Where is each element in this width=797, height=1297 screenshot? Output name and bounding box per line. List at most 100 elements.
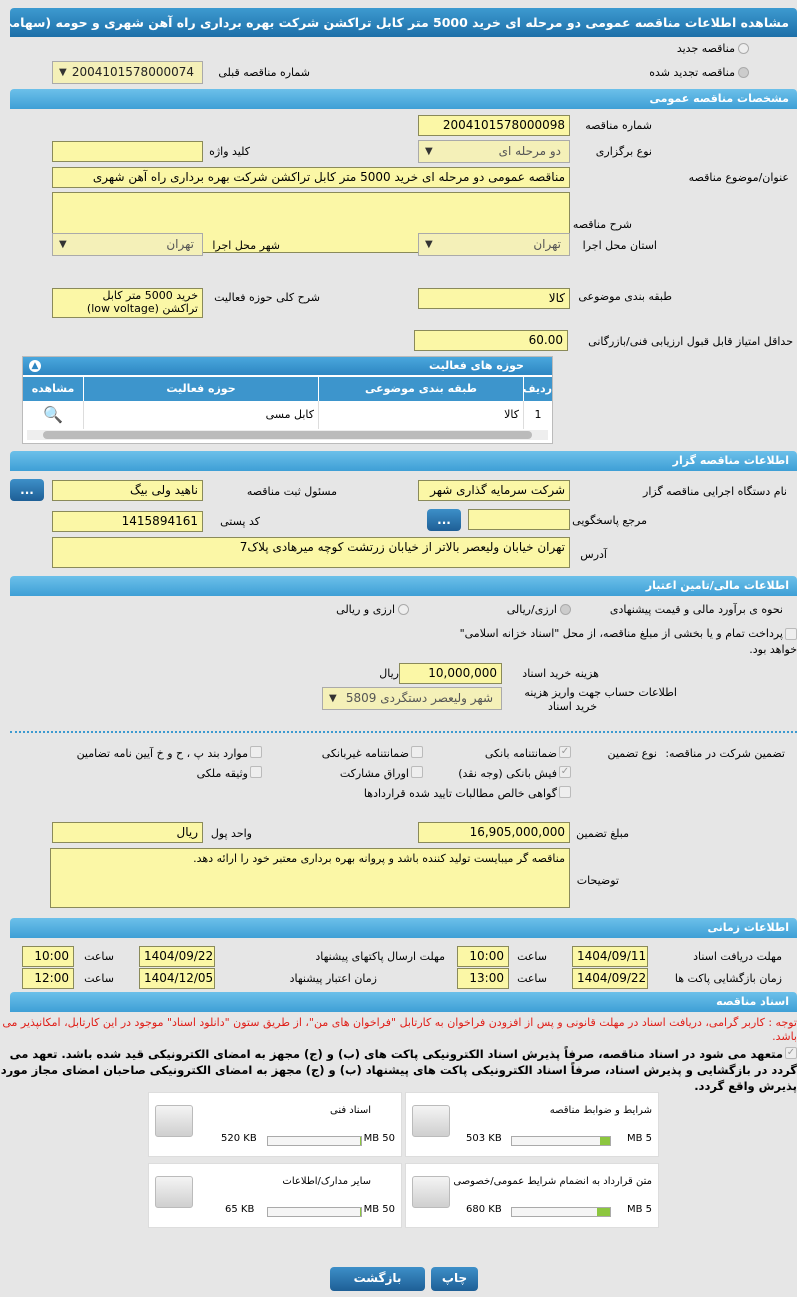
chevron-down-icon: ▼: [425, 239, 433, 250]
file-box[interactable]: متن قرارداد به انضمام شرایط عمومی/خصوصی 5…: [405, 1163, 659, 1228]
ref-more-button[interactable]: ...: [427, 509, 461, 531]
city-label: شهر محل اجرا: [212, 239, 280, 252]
bank-receipt-label: فیش بانکی (وجه نقد): [458, 767, 557, 780]
valid-label: زمان اعتبار پیشنهاد: [289, 972, 377, 985]
checkbox-regulation-items[interactable]: [250, 746, 262, 758]
fee-unit: ریال: [379, 667, 399, 680]
chevron-down-icon: ▼: [329, 693, 337, 704]
file-size: 503 KB: [466, 1133, 502, 1144]
back-button[interactable]: بازگشت: [330, 1267, 425, 1291]
horizontal-scrollbar[interactable]: [27, 430, 548, 440]
account-label: اطلاعات حساب جهت واریز هزینه: [524, 686, 677, 699]
checkbox-bank-guarantee[interactable]: ✓: [559, 746, 571, 758]
bank-guarantee-label: ضمانتنامه بانکی: [484, 747, 557, 760]
file-max: 5 MB: [626, 1204, 652, 1215]
open-label: زمان بازگشایی پاکت ها: [674, 972, 782, 985]
file-box[interactable]: شرایط و ضوابط مناقصه 5 MB 503 KB: [405, 1092, 659, 1157]
activity-title: حوزه های فعالیت: [429, 359, 524, 372]
file-name: اسناد فنی: [330, 1105, 371, 1116]
keyword-field[interactable]: [52, 141, 203, 162]
opt2-label: ارزی و ریالی: [336, 603, 395, 616]
checkbox-bank-receipt[interactable]: ✓: [559, 766, 571, 778]
city-select[interactable]: تهران ▼: [52, 233, 203, 256]
ref-field[interactable]: [468, 509, 570, 530]
resp-more-button[interactable]: ...: [10, 479, 44, 501]
file-size: 680 KB: [466, 1204, 502, 1215]
view-icon[interactable]: 🔍: [23, 401, 84, 429]
file-size: 520 KB: [221, 1133, 257, 1144]
finance-header: اطلاعات مالی/تامین اعتبار: [10, 576, 797, 596]
send-time[interactable]: 10:00: [22, 946, 74, 967]
valid-time[interactable]: 12:00: [22, 968, 74, 989]
progress-fill: [360, 1137, 361, 1145]
file-box[interactable]: اسناد فنی 50 MB 520 KB: [148, 1092, 402, 1157]
notes-label: توضیحات: [576, 874, 619, 887]
file-progress: [267, 1136, 362, 1146]
amount-field[interactable]: 16,905,000,000: [418, 822, 570, 843]
keyword-label: کلید واژه: [209, 145, 250, 158]
col-view: مشاهده: [23, 377, 84, 401]
checkbox-receivables[interactable]: [559, 786, 571, 798]
treasury-checkbox[interactable]: [785, 628, 797, 640]
address-field[interactable]: تهران خیابان ولیعصر بالاتر از خیابان زرت…: [52, 537, 570, 568]
type-label: نوع برگزاری: [595, 145, 652, 158]
table-row: 1 کالا کابل مسی 🔍: [23, 401, 552, 429]
folder-icon: [155, 1176, 193, 1208]
fee-field[interactable]: 10,000,000: [399, 663, 502, 684]
radio-renewed[interactable]: [738, 67, 749, 78]
activity-header: حوزه های فعالیت ▲: [23, 357, 552, 375]
collapse-icon[interactable]: ▲: [29, 360, 41, 372]
province-label: استان محل اجرا: [582, 239, 657, 252]
account-value: شهر ولیعصر دستگردی 5809: [345, 691, 493, 705]
subject-field[interactable]: مناقصه عمومی دو مرحله ای خرید 5000 متر ک…: [52, 167, 570, 188]
account-label-2: خرید اسناد: [547, 700, 597, 713]
postal-field[interactable]: 1415894161: [52, 511, 203, 532]
resp-label: مسئول ثبت مناقصه: [246, 485, 337, 498]
file-size: 65 KB: [225, 1204, 255, 1215]
file-name: متن قرارداد به انضمام شرایط عمومی/خصوصی: [453, 1176, 652, 1187]
scope-field[interactable]: خرید 5000 متر کابل تراکشن (low voltage): [52, 288, 203, 318]
radio-currency-rial[interactable]: [560, 604, 571, 615]
org-name-field[interactable]: شرکت سرمایه گذاری شهر: [418, 480, 570, 501]
prev-number-select[interactable]: 2004101578000074 ▼: [52, 61, 203, 84]
radio-currency-and-rial[interactable]: [398, 604, 409, 615]
resp-field[interactable]: ناهید ولی بیگ: [52, 480, 203, 501]
docs-text-block: توجه : کاربر گرامی، دریافت اسناد در مهلت…: [0, 1016, 797, 1094]
scope-label: شرح کلی حوزه فعالیت: [214, 291, 320, 304]
amount-label: مبلغ تضمین: [576, 827, 629, 840]
pledge-text: متعهد می شود در اسناد مناقصه، صرفاً پذیر…: [0, 1047, 797, 1093]
pledge-checkbox[interactable]: ✓: [785, 1047, 797, 1059]
province-value: تهران: [533, 237, 561, 251]
checkbox-property[interactable]: [250, 766, 262, 778]
currency-field[interactable]: ریال: [52, 822, 203, 843]
send-field[interactable]: 1404/09/22: [139, 946, 215, 967]
account-select[interactable]: شهر ولیعصر دستگردی 5809 ▼: [322, 687, 502, 710]
type-value: دو مرحله ای: [498, 144, 561, 158]
org-header: اطلاعات مناقصه گزار: [10, 451, 797, 471]
checkbox-bonds[interactable]: [411, 766, 423, 778]
cell-row: 1: [534, 408, 542, 421]
doc-recv-time[interactable]: 10:00: [457, 946, 509, 967]
treasury-label: پرداخت تمام و یا بخشی از مبلغ مناقصه، از…: [459, 627, 783, 640]
number-field[interactable]: 2004101578000098: [418, 115, 570, 136]
minscore-field[interactable]: 60.00: [414, 330, 568, 351]
guarantee-label: تضمین شرکت در مناقصه:: [665, 747, 785, 760]
province-select[interactable]: تهران ▼: [418, 233, 570, 256]
file-box[interactable]: سایر مدارک/اطلاعات 50 MB 65 KB: [148, 1163, 402, 1228]
doc-recv-field[interactable]: 1404/09/11: [572, 946, 648, 967]
bonds-label: اوراق مشارکت: [339, 767, 409, 780]
radio-new[interactable]: [738, 43, 749, 54]
docs-notice: توجه : کاربر گرامی، دریافت اسناد در مهلت…: [2, 1016, 797, 1043]
folder-icon: [412, 1176, 450, 1208]
page-title: مشاهده اطلاعات مناقصه عمومی دو مرحله ای …: [10, 8, 797, 37]
valid-field[interactable]: 1404/12/05: [139, 968, 215, 989]
checkbox-nonbank-guarantee[interactable]: [411, 746, 423, 758]
notes-field[interactable]: مناقصه گر میبایست تولید کننده باشد و پرو…: [50, 848, 570, 908]
category-field[interactable]: کالا: [418, 288, 570, 309]
progress-fill: [600, 1137, 610, 1145]
prev-label: شماره مناقصه قبلی: [218, 66, 310, 79]
open-time[interactable]: 13:00: [457, 968, 509, 989]
type-select[interactable]: دو مرحله ای ▼: [418, 140, 570, 163]
print-button[interactable]: چاپ: [431, 1267, 478, 1291]
open-field[interactable]: 1404/09/22: [572, 968, 648, 989]
